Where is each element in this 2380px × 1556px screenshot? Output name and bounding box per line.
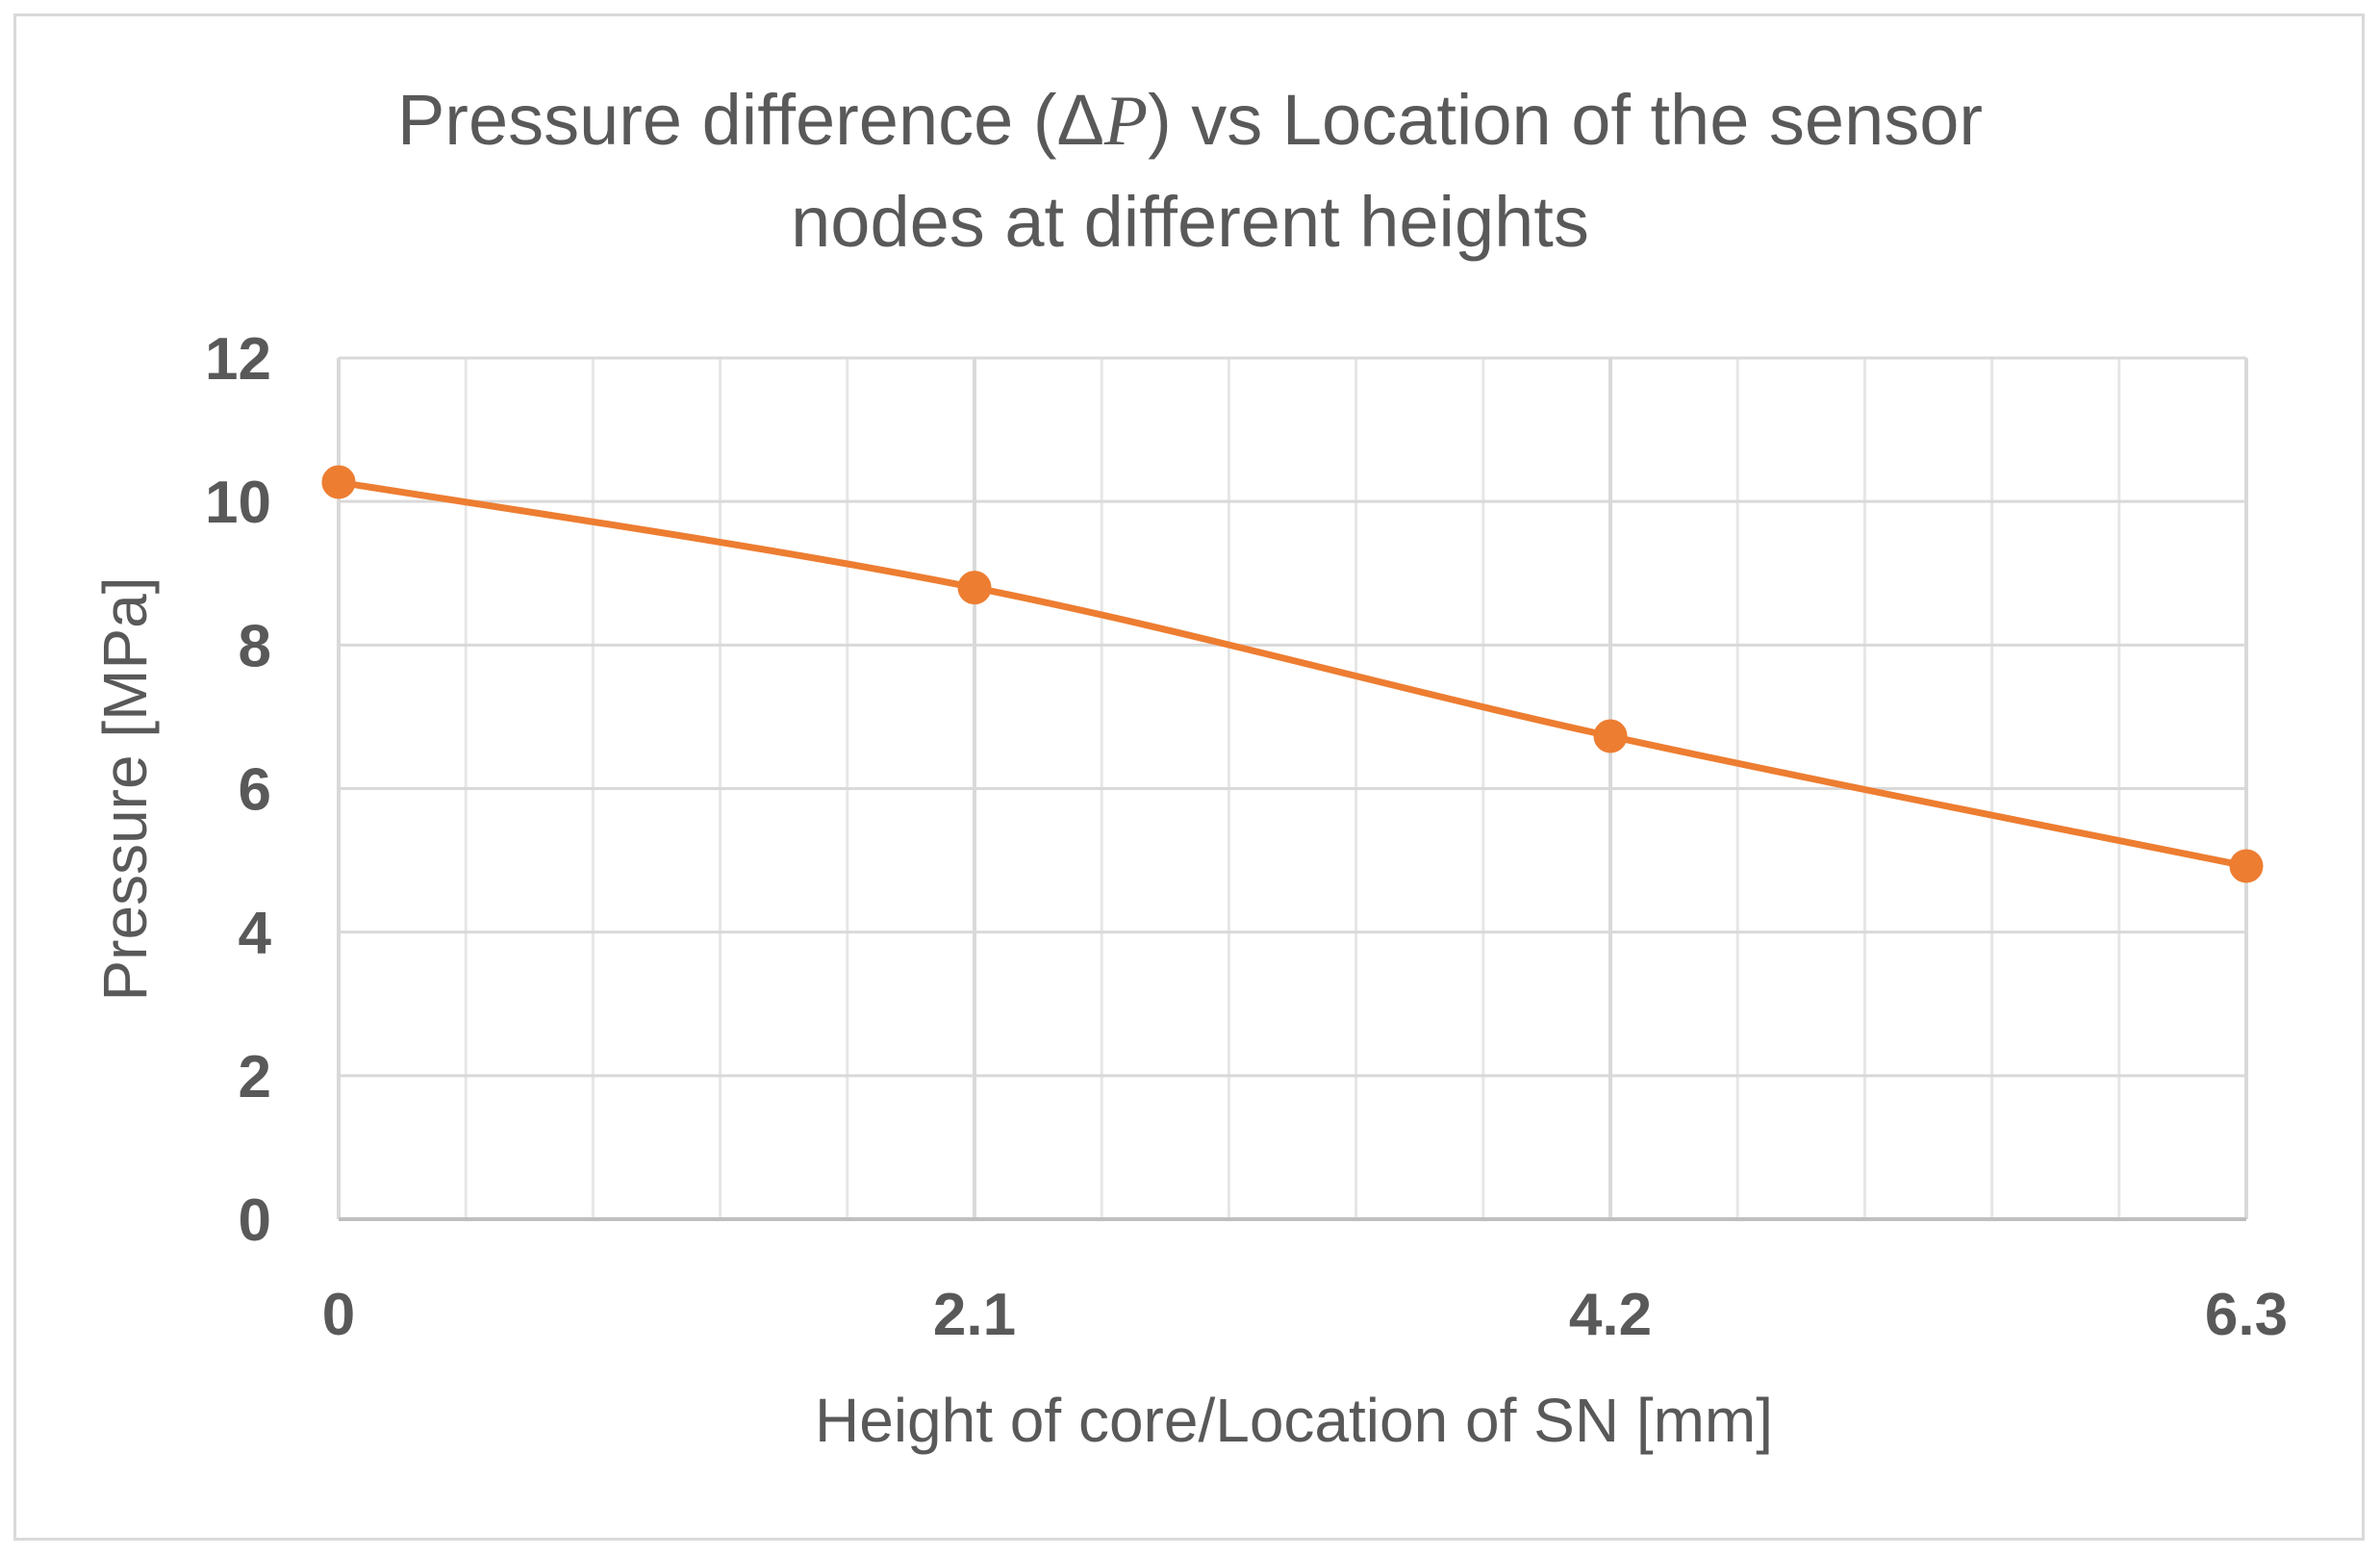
chart-title-line-1: Pressure difference (ΔP) vs Location of …	[397, 80, 1983, 161]
y-tick-label: 10	[205, 470, 271, 536]
y-tick-label: 4	[239, 901, 272, 967]
chart-title-line-2: nodes at different heights	[791, 182, 1589, 262]
data-point	[321, 465, 356, 499]
data-point	[2229, 849, 2264, 883]
y-tick-label: 0	[239, 1187, 271, 1254]
series-layer	[321, 465, 2264, 883]
x-tick-label: 2.1	[933, 1282, 1016, 1348]
x-tick-label: 4.2	[1569, 1282, 1652, 1348]
series-line	[335, 478, 2250, 870]
x-axis-ticks: 0 2.1 4.2 6.3	[322, 1282, 2288, 1348]
y-tick-label: 6	[239, 757, 271, 824]
x-tick-label: 6.3	[2205, 1282, 2288, 1348]
data-point	[1593, 719, 1628, 753]
data-point	[957, 571, 992, 605]
y-axis-title: Pressure [MPa]	[90, 576, 160, 1001]
chart-frame	[13, 13, 2365, 1541]
y-axis-ticks: 0 2 4 6 8 10 12	[205, 326, 271, 1254]
y-tick-label: 8	[239, 613, 271, 679]
y-tick-label: 2	[239, 1044, 271, 1110]
x-axis-title: Height of core/Location of SN [mm]	[815, 1386, 1773, 1455]
grid-lines	[337, 356, 2248, 1221]
x-tick-label: 0	[322, 1282, 355, 1348]
y-tick-label: 12	[205, 326, 271, 393]
